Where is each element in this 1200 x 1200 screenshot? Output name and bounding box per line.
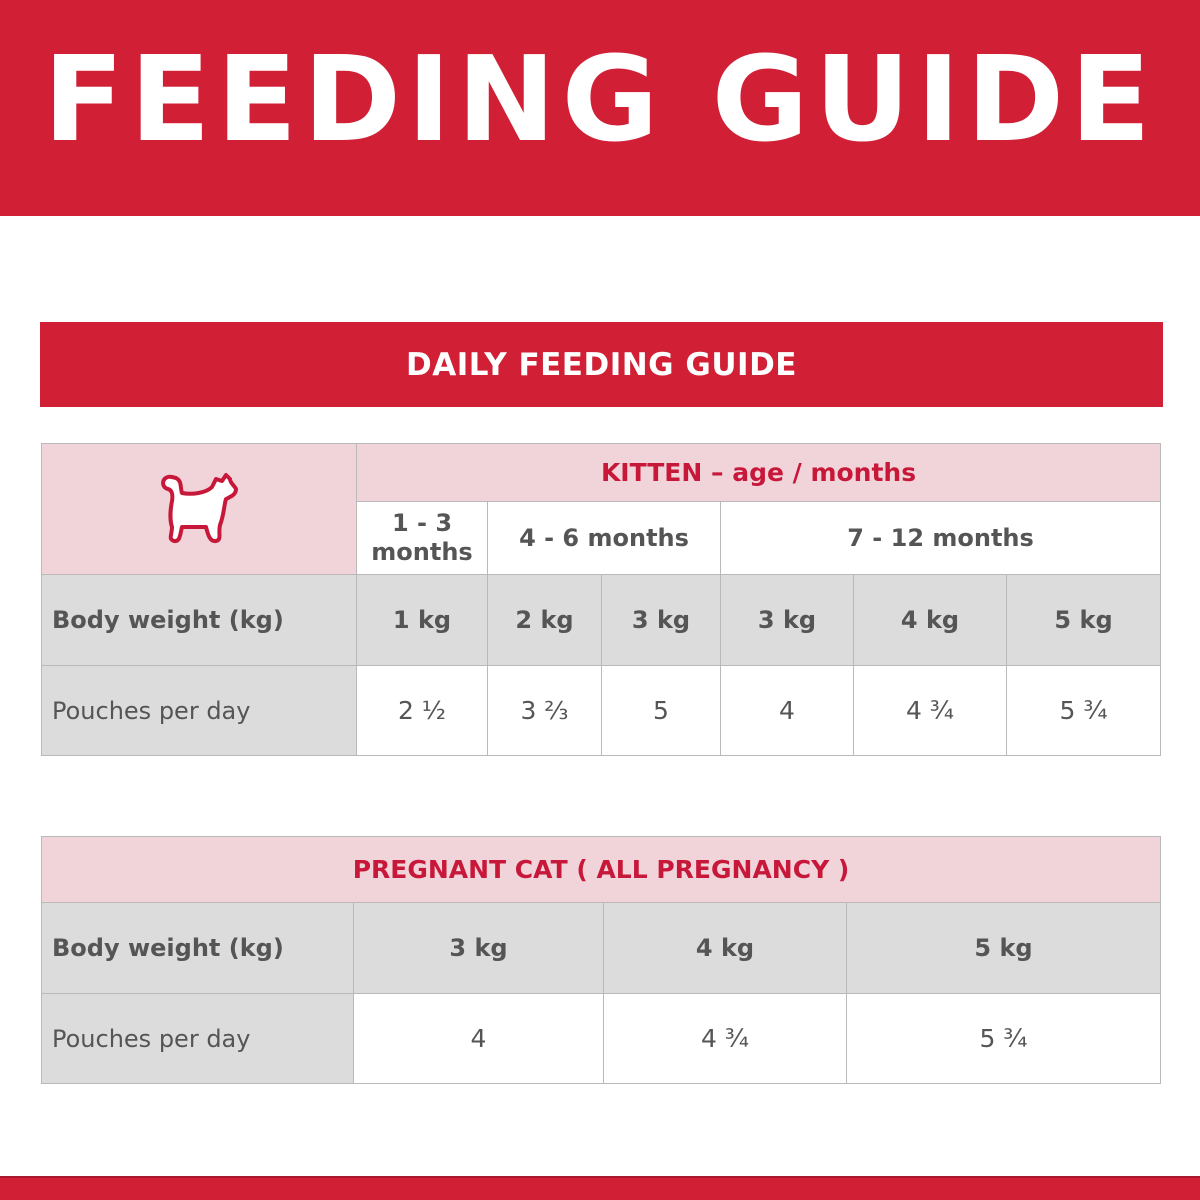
body-weight-label: Body weight (kg) <box>41 902 354 994</box>
weight-cell: 4 kg <box>853 574 1007 666</box>
age-group-7-12: 7 - 12 months <box>719 501 1162 575</box>
section-title: DAILY FEEDING GUIDE <box>406 346 797 383</box>
pouches-cell: 4 ¾ <box>853 665 1007 756</box>
pouches-label: Pouches per day <box>41 993 354 1084</box>
pregnant-header: PREGNANT CAT ( ALL PREGNANCY ) <box>41 836 1161 903</box>
weight-cell: 5 kg <box>1005 574 1162 666</box>
age-group-4-6: 4 - 6 months <box>487 501 721 575</box>
cat-icon-cell <box>41 443 357 575</box>
age-group-1-3: 1 - 3 months <box>356 501 488 575</box>
weight-cell: 2 kg <box>487 574 602 666</box>
kitten-feeding-table: KITTEN – age / months 1 - 3 months 4 - 6… <box>41 443 1162 756</box>
table-row: Pouches per day 2 ½ 3 ⅔ 5 4 4 ¾ 5 ¾ <box>41 665 1162 756</box>
weight-cell: 3 kg <box>601 574 721 666</box>
body-weight-label: Body weight (kg) <box>41 574 357 666</box>
bottom-bar <box>0 1176 1200 1200</box>
age-group-1-3-line1: 1 - 3 <box>391 509 453 537</box>
cat-icon <box>154 473 244 549</box>
table-row: Pouches per day 4 4 ¾ 5 ¾ <box>41 993 1161 1084</box>
pouches-cell: 3 ⅔ <box>487 665 602 756</box>
pouches-cell: 5 ¾ <box>846 993 1161 1084</box>
table-row: Body weight (kg) 1 kg 2 kg 3 kg 3 kg 4 k… <box>41 574 1162 666</box>
pregnant-feeding-table: PREGNANT CAT ( ALL PREGNANCY ) Body weig… <box>41 836 1161 1084</box>
weight-cell: 3 kg <box>353 902 604 994</box>
pouches-label: Pouches per day <box>41 665 357 756</box>
age-group-1-3-line2: months <box>371 538 473 566</box>
weight-cell: 1 kg <box>356 574 488 666</box>
pouches-cell: 2 ½ <box>356 665 488 756</box>
page-title: FEEDING GUIDE <box>43 30 1157 168</box>
weight-cell: 4 kg <box>603 902 847 994</box>
section-banner: DAILY FEEDING GUIDE <box>40 322 1163 407</box>
weight-cell: 3 kg <box>720 574 854 666</box>
top-banner: FEEDING GUIDE <box>0 0 1200 216</box>
pouches-cell: 4 ¾ <box>603 993 847 1084</box>
pouches-cell: 5 <box>601 665 721 756</box>
weight-cell: 5 kg <box>846 902 1161 994</box>
kitten-age-header: KITTEN – age / months <box>355 443 1162 502</box>
pouches-cell: 4 <box>720 665 854 756</box>
table-row: Body weight (kg) 3 kg 4 kg 5 kg <box>41 902 1161 994</box>
pouches-cell: 4 <box>353 993 604 1084</box>
pouches-cell: 5 ¾ <box>1005 665 1162 756</box>
